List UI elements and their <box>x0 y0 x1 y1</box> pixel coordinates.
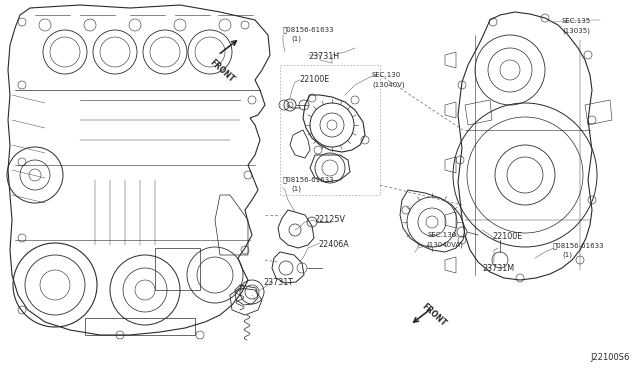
Text: 23731H: 23731H <box>308 52 339 61</box>
Text: J22100S6: J22100S6 <box>591 353 630 362</box>
Text: SEC.135: SEC.135 <box>562 18 591 24</box>
Text: SEC.130: SEC.130 <box>428 232 457 238</box>
Text: SEC.130: SEC.130 <box>372 72 401 78</box>
Text: 22100E: 22100E <box>299 75 329 84</box>
Text: (13035): (13035) <box>562 28 590 35</box>
Text: (1): (1) <box>291 36 301 42</box>
Text: (1): (1) <box>562 252 572 259</box>
Text: (1): (1) <box>291 186 301 192</box>
Text: 22100E: 22100E <box>492 232 522 241</box>
Text: FRONT: FRONT <box>208 58 236 84</box>
Text: 22406A: 22406A <box>318 240 349 249</box>
Text: 22125V: 22125V <box>314 215 345 224</box>
Text: Ⓑ08156-61633: Ⓑ08156-61633 <box>553 242 605 248</box>
Text: Ⓑ08156-61633: Ⓑ08156-61633 <box>283 176 335 183</box>
Text: (13040V): (13040V) <box>372 82 404 89</box>
Text: Ⓑ08156-61633: Ⓑ08156-61633 <box>283 26 335 33</box>
Text: FRONT: FRONT <box>420 302 448 328</box>
Text: 23731T: 23731T <box>263 278 293 287</box>
Text: (13040VA): (13040VA) <box>426 242 463 248</box>
Text: 23731M: 23731M <box>482 264 514 273</box>
